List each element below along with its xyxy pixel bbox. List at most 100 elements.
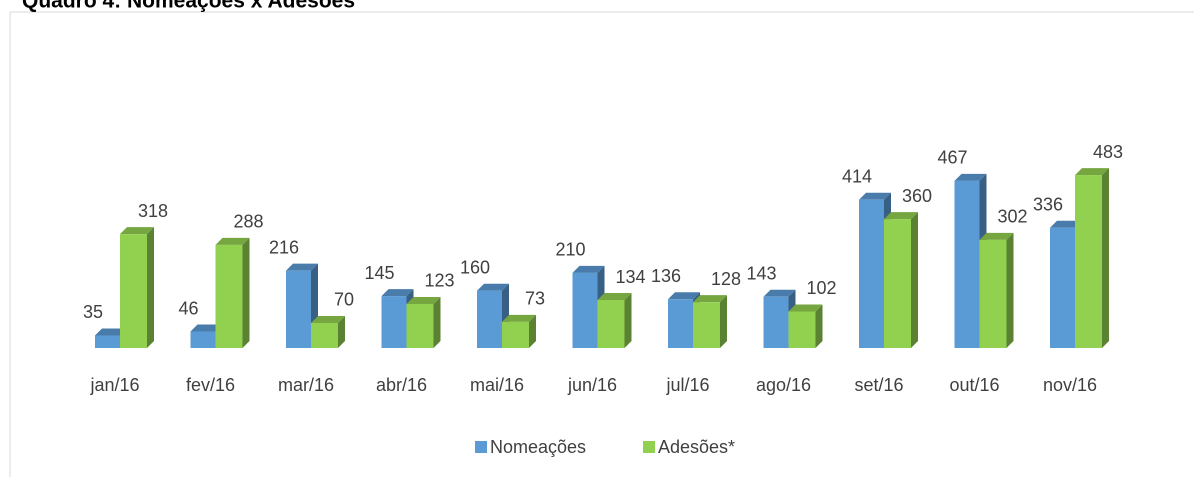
bar-side bbox=[1006, 232, 1014, 348]
bar-front bbox=[788, 311, 816, 348]
x-tick-label: fev/16 bbox=[186, 375, 235, 395]
bar-top bbox=[859, 192, 891, 200]
value-label: 360 bbox=[902, 186, 932, 206]
bar-front bbox=[215, 244, 243, 348]
bar-front bbox=[311, 322, 338, 348]
bar-front bbox=[597, 300, 625, 348]
bar-front bbox=[1050, 227, 1075, 348]
bar bbox=[884, 212, 918, 348]
bar-top bbox=[95, 328, 127, 336]
legend-swatch bbox=[475, 441, 487, 453]
chart-title: Quadro 4: Nomeações x Adesões bbox=[22, 0, 355, 13]
x-tick-label: nov/16 bbox=[1043, 375, 1097, 395]
legend-label: Adesões* bbox=[658, 437, 735, 457]
value-label: 483 bbox=[1093, 142, 1123, 162]
bar bbox=[120, 227, 154, 348]
bar bbox=[597, 293, 632, 348]
x-tick-label: out/16 bbox=[949, 375, 999, 395]
value-label: 467 bbox=[937, 148, 967, 168]
bar-front bbox=[406, 303, 434, 348]
bar-top bbox=[788, 304, 823, 312]
bar-front bbox=[1075, 175, 1102, 348]
bar-top bbox=[954, 173, 987, 181]
value-label: 302 bbox=[997, 207, 1027, 227]
bar bbox=[406, 296, 441, 348]
bar-top bbox=[215, 237, 250, 245]
bar-top bbox=[502, 314, 536, 322]
value-label: 46 bbox=[178, 298, 198, 318]
bar-front bbox=[286, 270, 311, 348]
value-label: 136 bbox=[651, 266, 681, 286]
bar-side bbox=[624, 293, 632, 348]
value-label: 70 bbox=[334, 290, 354, 310]
bar-top bbox=[572, 265, 605, 273]
bar-front bbox=[859, 199, 884, 348]
bar-top bbox=[406, 296, 441, 304]
bar-top bbox=[1075, 168, 1109, 176]
bar-top bbox=[190, 324, 223, 332]
bar-front bbox=[954, 180, 980, 348]
bar-front bbox=[884, 219, 911, 348]
bar-top bbox=[381, 289, 414, 297]
bar-top bbox=[286, 263, 318, 271]
value-label: 73 bbox=[525, 289, 545, 309]
value-label: 288 bbox=[233, 212, 263, 232]
bar-top bbox=[597, 293, 632, 301]
bar bbox=[979, 232, 1014, 348]
bar-front bbox=[120, 234, 147, 348]
bar-front bbox=[693, 302, 720, 348]
value-label: 145 bbox=[364, 263, 394, 283]
bar-front bbox=[979, 239, 1007, 348]
x-tick-label: jul/16 bbox=[665, 375, 709, 395]
bar-front bbox=[502, 321, 529, 348]
bar-front bbox=[190, 331, 216, 348]
legend-label: Nomeações bbox=[490, 437, 586, 457]
bar-side bbox=[911, 212, 918, 348]
legend-swatch bbox=[643, 441, 655, 453]
bar-top bbox=[120, 227, 154, 235]
bar bbox=[311, 315, 345, 348]
value-label: 414 bbox=[842, 167, 872, 187]
x-tick-label: ago/16 bbox=[756, 375, 811, 395]
value-label: 134 bbox=[615, 267, 645, 287]
bar-top bbox=[477, 283, 509, 291]
x-tick-label: set/16 bbox=[854, 375, 903, 395]
x-tick-label: abr/16 bbox=[376, 375, 427, 395]
value-label: 102 bbox=[806, 278, 836, 298]
value-label: 123 bbox=[424, 271, 454, 291]
value-label: 128 bbox=[711, 269, 741, 289]
bar-front bbox=[95, 335, 120, 348]
bar-front bbox=[381, 296, 407, 348]
x-tick-label: jun/16 bbox=[567, 375, 617, 395]
bar-top bbox=[979, 232, 1014, 240]
bar bbox=[1075, 168, 1109, 348]
bar-top bbox=[884, 212, 918, 220]
value-label: 210 bbox=[555, 240, 585, 260]
x-tick-label: mar/16 bbox=[278, 375, 334, 395]
bar bbox=[215, 237, 250, 348]
bar-front bbox=[763, 296, 789, 348]
x-tick-label: mai/16 bbox=[470, 375, 524, 395]
bar-side bbox=[815, 304, 823, 348]
bar-top bbox=[668, 292, 700, 300]
bar-side bbox=[338, 315, 345, 348]
value-label: 336 bbox=[1033, 194, 1063, 214]
value-label: 318 bbox=[138, 201, 168, 221]
bar-front bbox=[668, 299, 693, 348]
bar bbox=[954, 173, 987, 348]
bar-top bbox=[763, 289, 796, 297]
bar-side bbox=[242, 237, 250, 348]
bar-front bbox=[477, 290, 502, 348]
value-label: 160 bbox=[460, 257, 490, 277]
bar bbox=[502, 314, 536, 348]
value-label: 216 bbox=[269, 237, 299, 257]
value-label: 35 bbox=[83, 302, 103, 322]
bar-top bbox=[1050, 220, 1082, 228]
bar-front bbox=[572, 272, 598, 348]
bar bbox=[693, 295, 727, 348]
bar-side bbox=[1102, 168, 1109, 348]
bar-side bbox=[720, 295, 727, 348]
x-tick-label: jan/16 bbox=[89, 375, 139, 395]
